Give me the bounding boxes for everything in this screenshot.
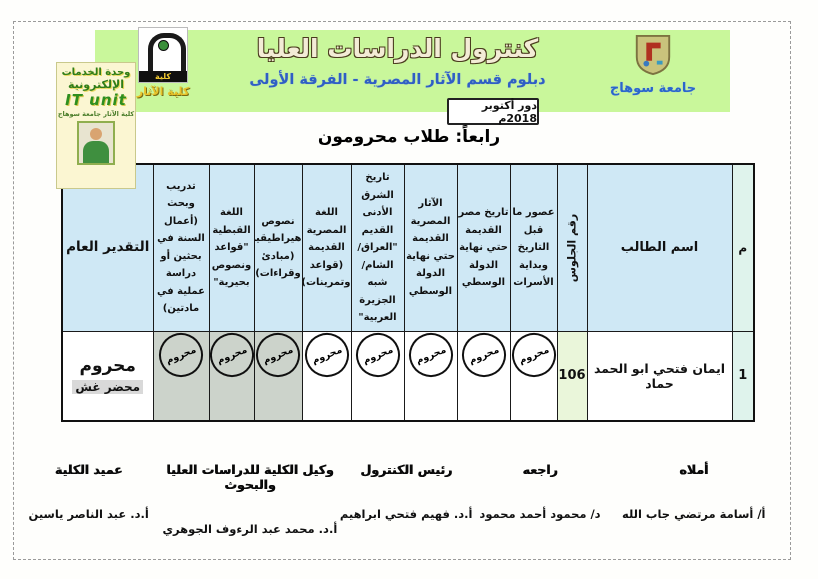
mark-cell: محروم: [208, 330, 255, 422]
mark-cell: محروم: [456, 330, 511, 422]
faculty-logo-word: كلية: [139, 71, 187, 82]
mahroum-stamp: محروم: [405, 332, 456, 384]
signatures-block: أملاه أ/ أسامة مرتضي جاب الله راجعه د/ م…: [28, 462, 780, 536]
it-unit-line2: الإلكترونية: [68, 78, 124, 91]
university-logo-block: جامعة سوهاج: [598, 34, 708, 96]
mark-cell: محروم: [403, 330, 458, 422]
it-unit-badge: وحدة الخدمات الإلكترونية IT unit كلية ال…: [56, 62, 136, 189]
header-titles: كنترول الدراسات العليا دبلوم قسم الآثار …: [215, 34, 580, 88]
mahroum-stamp: محروم: [303, 332, 350, 384]
faculty-logo-icon: كلية: [138, 27, 188, 83]
seat-number: 106: [556, 330, 588, 422]
student-name: ايمان فتحي ابو الحمد حماد: [586, 330, 733, 422]
header-subject-coptic-language: اللغة القبطية "قواعد ونصوص بحيرية": [208, 163, 255, 332]
mahroum-stamp: محروم: [255, 332, 301, 384]
mahroum-stamp: محروم: [511, 332, 556, 384]
signature-control-head: رئيس الكنترول أ.د. فهيم فتحي ابراهيم: [339, 462, 473, 521]
university-name: جامعة سوهاج: [609, 81, 697, 96]
staff-photo: [77, 121, 115, 165]
it-unit-line3: IT unit: [65, 91, 127, 109]
table-header-row: م اسم الطالب رقم الجلوس عصور ما قبل التا…: [61, 163, 755, 332]
student-row: 1 ايمان فتحي ابو الحمد حماد 106 محروم مح…: [61, 330, 755, 422]
header-subject-near-east-history: تاريخ الشرق الأدنى القديم "العراق/ الشام…: [350, 163, 405, 332]
signature-dean: عميد الكلية أ.د. عبد الناصر ياسين: [28, 462, 149, 521]
mark-cell: محروم: [301, 330, 352, 422]
it-unit-line1: وحدة الخدمات: [61, 67, 131, 78]
header-seat-number: رقم الجلوس: [556, 163, 588, 332]
signature-reviewed-by: راجعه د/ محمود أحمد محمود: [479, 462, 601, 521]
mark-cell: محروم: [253, 330, 303, 422]
faculty-logo-block: كلية كلية الآثار: [133, 27, 193, 98]
mark-cell: محروم: [509, 330, 558, 422]
general-grade-cell: محروم محضر غش: [61, 330, 154, 422]
section-title: رابعاً: طلاب محرومون: [317, 127, 501, 147]
session-date-box: دور أكتوبر 2018م: [447, 98, 539, 125]
header-student-name: اسم الطالب: [586, 163, 733, 332]
signature-vice-dean: وكيل الكلية للدراسات العليا والبحوث أ.د.…: [162, 462, 338, 536]
control-title: كنترول الدراسات العليا: [256, 34, 539, 63]
signature-dictated-by: أملاه أ/ أسامة مرتضي جاب الله: [622, 462, 766, 521]
header-index: م: [731, 163, 755, 332]
mahroum-stamp: محروم: [154, 332, 208, 384]
header-subject-egyptian-antiquities: الآثار المصرية القديمة حتي نهاية الدولة …: [403, 163, 458, 332]
header-subject-prehistory: عصور ما قبل التاريخ وبداية الأسرات: [509, 163, 558, 332]
header-subject-egyptian-language: اللغة المصرية القديمة (قواعد وتمرينات): [301, 163, 352, 332]
header-subject-hieratic-texts: نصوص هيراطيقية (مبادئ وقراءات): [253, 163, 303, 332]
header-subject-egypt-history: تاريخ مصر القديمة حتي نهاية الدولة الوسط…: [456, 163, 511, 332]
it-unit-line4: كلية الآثار جامعة سوهاج: [57, 110, 135, 118]
general-grade: محروم: [79, 355, 136, 376]
header-subject-training-research: تدريب وبحث (أعمال السنة في بحثين أو دراس…: [152, 163, 210, 332]
faculty-name: كلية الآثار: [136, 85, 190, 98]
header-general-grade: التقدير العام: [61, 163, 154, 332]
mark-cell: محروم: [152, 330, 210, 422]
grade-note: محضر غش: [72, 379, 144, 394]
mahroum-stamp: محروم: [458, 332, 509, 384]
mahroum-stamp: محروم: [210, 332, 253, 384]
deprived-students-table: م اسم الطالب رقم الجلوس عصور ما قبل التا…: [61, 163, 755, 422]
university-emblem-icon: [635, 34, 671, 76]
program-line: دبلوم قسم الآثار المصرية - الفرقة الأولى: [249, 72, 546, 88]
mahroum-stamp: محروم: [352, 332, 403, 384]
mark-cell: محروم: [350, 330, 405, 422]
row-index: 1: [731, 330, 755, 422]
header-band: جامعة سوهاج كنترول الدراسات العليا دبلوم…: [95, 27, 730, 112]
